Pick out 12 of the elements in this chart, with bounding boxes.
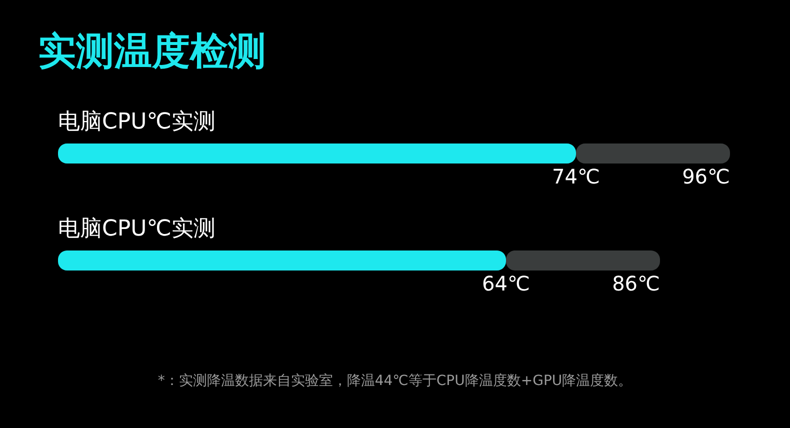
bar — [576, 144, 730, 164]
text: *：实测降温数据来自实验室，降温44℃等于CPU降温度数+GPU降温度数。 — [156, 372, 634, 390]
data-label: 64℃ — [482, 271, 530, 296]
y-tick-label: 电脑CPU℃实测 — [58, 110, 216, 135]
y-tick-label: 电脑CPU℃实测 — [58, 216, 216, 242]
total-label: 96℃ — [682, 164, 730, 189]
bar — [58, 250, 506, 270]
data-label: 74℃ — [552, 164, 600, 189]
chart-title: 实测温度检测 — [38, 29, 266, 73]
bar — [506, 250, 660, 270]
bar — [58, 144, 576, 164]
total-label: 86℃ — [612, 271, 660, 296]
